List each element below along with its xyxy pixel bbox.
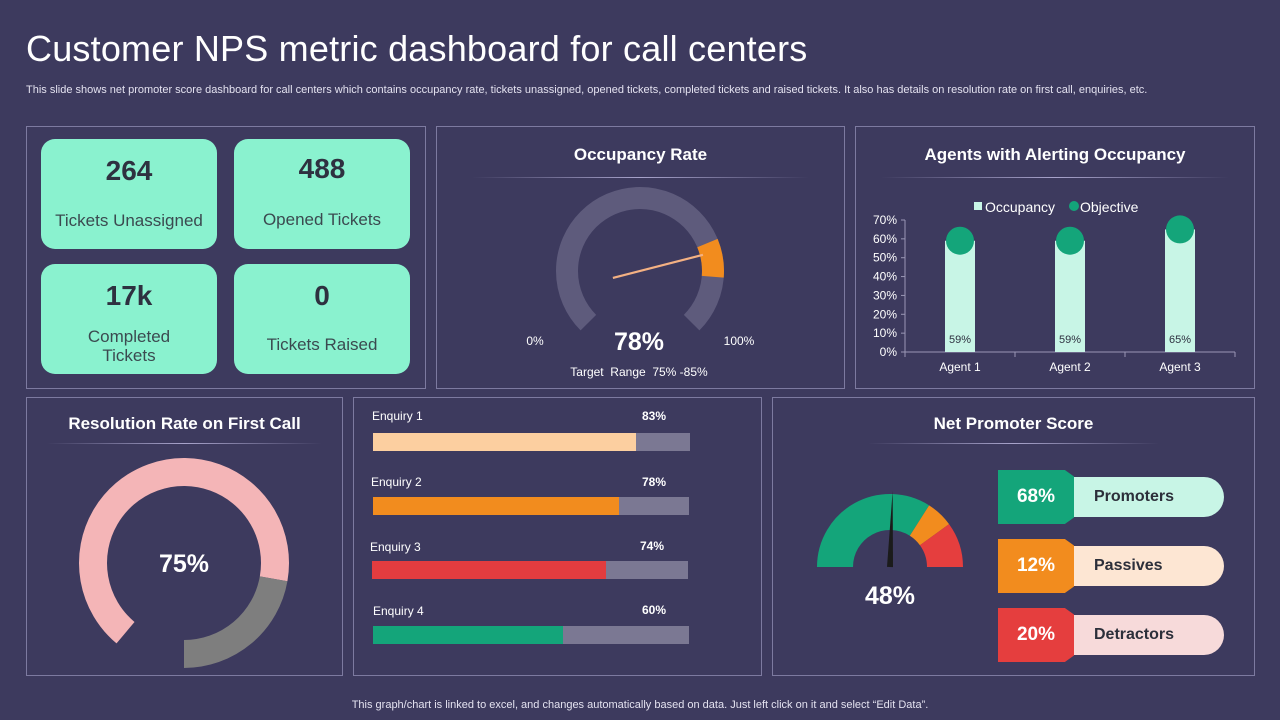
gauge-min-label: 0% (526, 334, 544, 348)
occupancy-bar (1055, 240, 1085, 352)
footer-note: This graph/chart is linked to excel, and… (351, 699, 929, 711)
page-subtitle: This slide shows net promoter score dash… (26, 84, 1148, 96)
enquiry-bar-fill (373, 433, 637, 451)
enquiry-bar-track (373, 626, 689, 644)
nps-gauge: 48% (817, 491, 963, 610)
enquiry-value-label: 60% (642, 603, 667, 617)
nps-gauge-segment (909, 505, 950, 546)
enquiry-label: Enquiry 2 (371, 475, 422, 489)
kpi-value: 17k (105, 280, 153, 311)
objective-marker (1166, 215, 1194, 244)
occupancy-bar (945, 240, 975, 352)
enquiry-label: Enquiry 3 (370, 540, 421, 554)
occupancy-bar (1165, 229, 1195, 352)
resolution-title: Resolution Rate on First Call (68, 414, 301, 433)
enquiry-bar-track (372, 561, 688, 579)
divider (881, 177, 1229, 178)
nps-detractors-row: Detractors 20% (998, 608, 1224, 662)
y-tick-label: 60% (873, 232, 897, 246)
divider (47, 443, 322, 444)
nps-gauge-segment (817, 494, 930, 568)
y-tick-label: 40% (873, 270, 897, 284)
resolution-panel: Resolution Rate on First Call (26, 397, 343, 676)
enquiry-bar-fill (373, 497, 620, 515)
bar-value-label: 59% (1059, 334, 1081, 346)
nps-value: 48% (865, 582, 915, 610)
nps-promoters-row: Promoters 68% (998, 470, 1224, 524)
donut-filled-arc (79, 458, 289, 644)
enquiry-bar-track (373, 433, 690, 451)
legend-swatch-occupancy (974, 202, 982, 210)
kpi-card-completed-tickets[interactable]: 17k Completed Tickets (41, 264, 217, 374)
y-tick-label: 10% (873, 326, 897, 340)
legend-label-objective: Objective (1080, 199, 1139, 215)
y-tick-label: 30% (873, 288, 897, 302)
objective-marker (946, 226, 974, 255)
y-tick-label: 0% (880, 345, 898, 359)
agents-title: Agents with Alerting Occupancy (924, 145, 1186, 164)
x-category-label: Agent 2 (1049, 360, 1091, 374)
donut-value: 75% (159, 550, 209, 578)
enquiry-bar-track (373, 497, 689, 515)
y-tick-label: 20% (873, 307, 897, 321)
enquiry-bar-fill (372, 561, 606, 579)
gauge-needle (612, 253, 704, 280)
kpi-label: Tickets Unassigned (55, 211, 203, 230)
enquiry-label: Enquiry 1 (372, 409, 423, 423)
gauge-target-text: Target Range 75% -85% (570, 365, 708, 379)
nps-panel: Net Promoter Score (772, 397, 1255, 676)
kpi-panel (26, 126, 426, 389)
nps-detractors-value: 20% (998, 608, 1074, 662)
kpi-value: 264 (105, 155, 153, 186)
enquiry-value-label: 83% (642, 409, 667, 423)
objective-marker (1056, 226, 1084, 255)
x-category-label: Agent 3 (1159, 360, 1201, 374)
divider (472, 177, 809, 178)
nps-title: Net Promoter Score (933, 414, 1094, 433)
legend-swatch-objective (1069, 201, 1079, 211)
divider (868, 443, 1159, 444)
kpi-value: 0 (314, 280, 330, 311)
donut-remaining-arc (183, 575, 288, 668)
enquiries-panel (353, 397, 762, 676)
gauge-track (556, 187, 724, 331)
nps-detractors-label: Detractors (1064, 615, 1224, 655)
gauge-needle (887, 491, 893, 568)
y-tick-label: 70% (873, 213, 897, 227)
resolution-donut: 75% (79, 458, 289, 668)
occupancy-gauge: 0% 100% 78% Target Range 75% -85% (526, 187, 755, 379)
kpi-card-tickets-raised[interactable]: 0 Tickets Raised (234, 264, 410, 374)
kpi-label: Completed Tickets (87, 327, 171, 365)
nps-passives-value: 12% (998, 539, 1074, 593)
nps-promoters-value: 68% (998, 470, 1074, 524)
enquiry-bar-fill (373, 626, 563, 644)
occupancy-title: Occupancy Rate (573, 145, 708, 164)
kpi-value: 488 (298, 153, 346, 184)
bar-value-label: 59% (949, 334, 971, 346)
kpi-label: Tickets Raised (266, 335, 378, 354)
chart-legend: Occupancy Objective (974, 199, 1139, 215)
enquiry-label: Enquiry 4 (373, 604, 424, 618)
enquiry-value-label: 78% (642, 475, 667, 489)
nps-passives-label: Passives (1064, 546, 1224, 586)
agents-bar-chart: 0% 10% 20% 30% 40% 50% 60% 70% 59% Agent 1 59% Agen… (873, 199, 1236, 374)
nps-passives-row: Passives 12% (998, 539, 1224, 593)
gauge-value: 78% (614, 328, 664, 356)
kpi-label: Opened Tickets (262, 210, 382, 229)
kpi-card-tickets-unassigned[interactable]: 264 Tickets Unassigned (41, 139, 217, 249)
x-category-label: Agent 1 (939, 360, 981, 374)
nps-gauge-segment (919, 524, 963, 568)
page-title: Customer NPS metric dashboard for call c… (26, 28, 808, 69)
agents-panel: Agents with Alerting Occupancy (855, 126, 1255, 389)
gauge-target-range (697, 238, 724, 278)
occupancy-panel: Occupancy Rate (436, 126, 845, 389)
legend-label-occupancy: Occupancy (985, 199, 1055, 215)
y-tick-label: 50% (873, 251, 897, 265)
nps-promoters-label: Promoters (1064, 477, 1224, 517)
enquiry-value-label: 74% (640, 539, 665, 553)
bar-value-label: 65% (1169, 334, 1191, 346)
gauge-max-label: 100% (724, 334, 755, 348)
kpi-card-opened-tickets[interactable]: 488 Opened Tickets (234, 139, 410, 249)
